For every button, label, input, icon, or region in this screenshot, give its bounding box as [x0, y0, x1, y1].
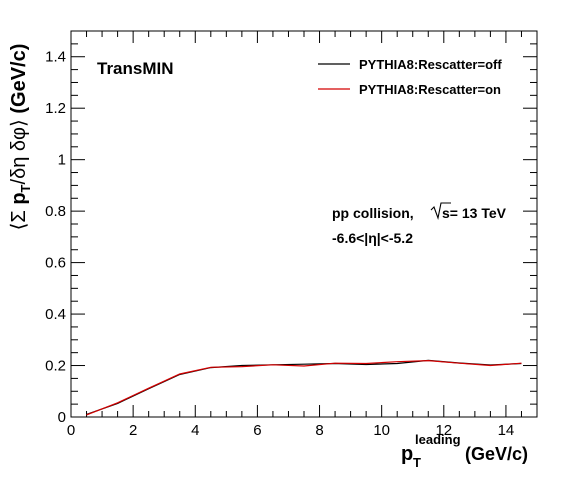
- sqrt-symbol: [430, 202, 451, 221]
- annotation-energy: s= 13 TeV: [442, 205, 507, 221]
- x-tick-label: 12: [435, 422, 452, 439]
- legend: PYTHIA8:Rescatter=off PYTHIA8:Rescatter=…: [318, 57, 502, 97]
- svg-text:T: T: [413, 455, 421, 470]
- y-tick-label: 1.4: [45, 49, 66, 66]
- series-line-1: [86, 359, 522, 416]
- x-tick-label: 14: [498, 422, 515, 439]
- y-tick-label: 0.4: [45, 306, 66, 323]
- x-tick-label: 10: [373, 422, 390, 439]
- y-tick-label: 0: [58, 409, 66, 426]
- annotation-line-1: pp collision,: [332, 205, 414, 221]
- x-tick-label: 6: [253, 422, 261, 439]
- annotation-line-2: -6.6<|η|<-5.2: [332, 230, 413, 246]
- y-tick-label: 0.8: [45, 203, 66, 220]
- axes: 0 2 4 6 8 10 12 14 0 0.2 0.4 0.6 0.8 1 1.2 1.4: [45, 30, 538, 439]
- x-axis-title: p T leading (GeV/c): [401, 432, 528, 470]
- region-label: TransMIN: [97, 59, 174, 78]
- x-tick-label: 0: [67, 422, 75, 439]
- x-tick-label: 8: [315, 422, 323, 439]
- y-tick-label: 0.6: [45, 255, 66, 272]
- x-tick-label: 4: [191, 422, 199, 439]
- y-axis-title: ⟨Σ pT/δη δφ⟩ (GeV/c): [8, 44, 33, 231]
- svg-text:p: p: [401, 443, 413, 465]
- legend-label-on: PYTHIA8:Rescatter=on: [359, 82, 501, 97]
- svg-text:⟨Σ pT/δη δφ⟩ (GeV/c): ⟨Σ pT/δη δφ⟩ (GeV/c): [8, 44, 33, 231]
- svg-text:leading: leading: [415, 432, 461, 447]
- y-tick-label: 1.2: [45, 100, 66, 117]
- x-tick-label: 2: [129, 422, 137, 439]
- svg-text:(GeV/c): (GeV/c): [465, 444, 528, 464]
- annotation-collision: pp collision, s= 13 TeV -6.6<|η|<-5.2: [332, 202, 507, 246]
- y-tick-label: 0.2: [45, 358, 66, 375]
- series-lines: [86, 359, 522, 416]
- y-tick-label: 1: [58, 152, 66, 169]
- legend-label-off: PYTHIA8:Rescatter=off: [359, 57, 502, 72]
